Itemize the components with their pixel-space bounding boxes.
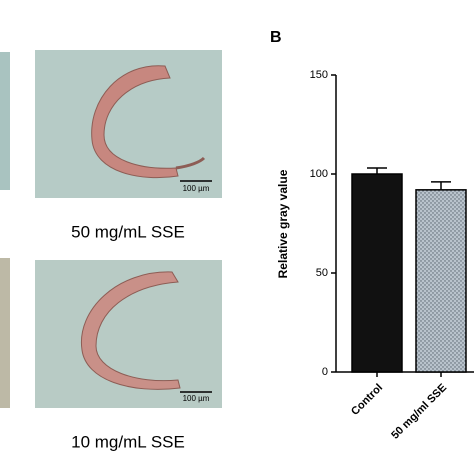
scale-bar-label: 100 µm bbox=[183, 394, 210, 403]
y-tick-label: 100 bbox=[310, 168, 328, 180]
caption: 10 mg/mL SSE bbox=[71, 432, 185, 451]
caption: 50 mg/mL SSE bbox=[71, 222, 185, 241]
y-tick-label: 50 bbox=[316, 267, 328, 279]
bar bbox=[415, 189, 467, 373]
micrograph-edge bbox=[0, 258, 10, 408]
x-tick-label: 50 mg/ml SSE bbox=[389, 382, 449, 442]
micrograph: 100 µm bbox=[35, 260, 222, 408]
x-tick-label: Control bbox=[349, 382, 385, 418]
panel-label: B bbox=[270, 29, 282, 46]
bar bbox=[351, 173, 403, 373]
micrograph-edge bbox=[0, 52, 10, 190]
y-tick-label: 150 bbox=[310, 69, 328, 81]
micrograph: 100 µm bbox=[35, 50, 222, 198]
y-axis-label: Relative gray value bbox=[276, 169, 290, 278]
y-tick-label: 0 bbox=[322, 366, 328, 378]
scale-bar-label: 100 µm bbox=[183, 184, 210, 193]
